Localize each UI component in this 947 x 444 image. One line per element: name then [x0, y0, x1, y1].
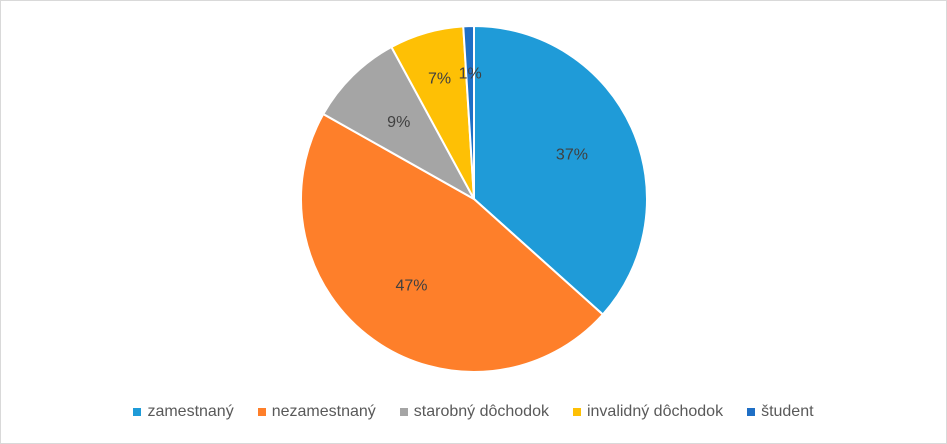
pie-slice-student	[462, 24, 475, 200]
pie-slice-starobny-dochodok	[321, 45, 477, 202]
legend-label: zamestnaný	[147, 403, 234, 420]
legend-item-nezamestnany: nezamestnaný	[257, 403, 376, 421]
legend-item-starobny-dochodok: starobný dôchodok	[399, 403, 549, 421]
pie-slices	[300, 24, 648, 373]
legend-swatch	[133, 408, 142, 416]
data-label-invalidny-dochodok: 7%	[428, 71, 451, 88]
legend-item-invalidny-dochodok: invalidný dôchodok	[572, 403, 724, 421]
legend-label: invalidný dôchodok	[586, 403, 724, 420]
legend-label: študent	[761, 403, 814, 420]
data-label-student: 1%	[459, 66, 482, 83]
pie-chart: 37% 47% 9% 7% 1%	[300, 24, 648, 373]
data-label-zamestnany: 37%	[556, 146, 588, 163]
pie-labels: 37% 47% 9% 7% 1%	[387, 66, 588, 295]
legend-swatch	[399, 408, 408, 416]
data-label-nezamestnany: 47%	[395, 277, 427, 294]
legend-item-student: študent	[747, 403, 814, 421]
legend: zamestnaný nezamestnaný starobný dôchodo…	[1, 403, 946, 421]
legend-swatch	[747, 408, 756, 416]
legend-swatch	[257, 408, 266, 416]
legend-label: nezamestnaný	[271, 403, 376, 420]
legend-label: starobný dôchodok	[413, 403, 549, 420]
data-label-starobny-dochodok: 9%	[387, 114, 410, 131]
legend-swatch	[572, 408, 581, 416]
legend-item-zamestnany: zamestnaný	[133, 403, 234, 421]
pie-slice-zamestnany	[473, 24, 648, 316]
pie-slice-nezamestnany	[300, 112, 605, 373]
